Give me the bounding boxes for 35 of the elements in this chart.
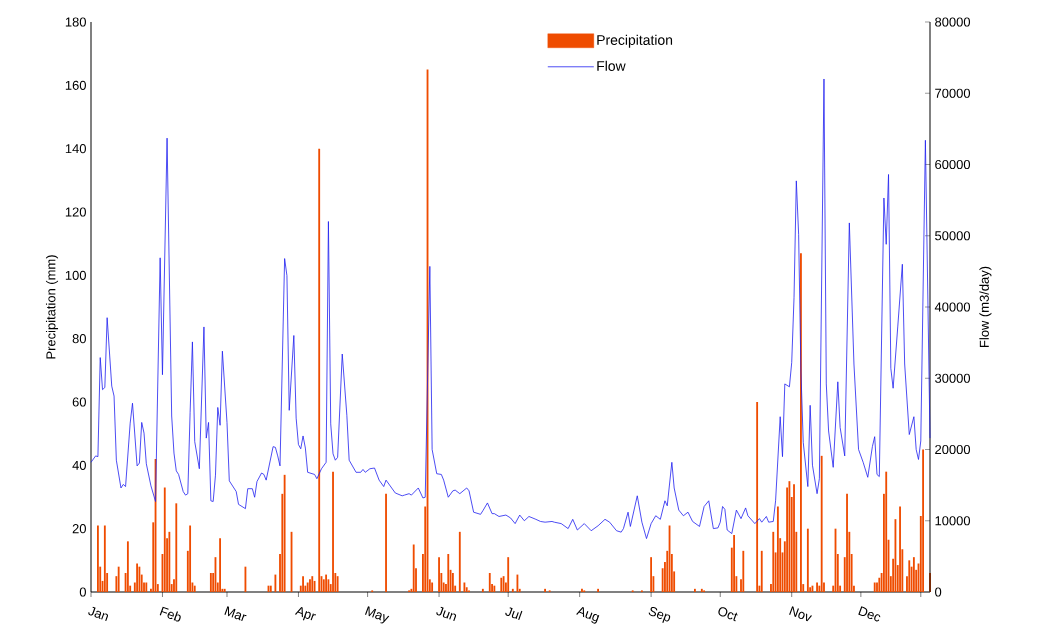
x-tick-label: Jan [88,606,109,622]
y2-axis-title: Flow (m3/day) [979,266,992,347]
x-tick-label: Nov [789,606,813,622]
x-tick-label: Oct [718,607,738,622]
y-tick-label: 100 [65,270,86,280]
legend-label: Precipitation [597,34,673,48]
y2-tick-label: 70000 [935,88,971,98]
y-tick-label: 160 [65,80,86,90]
y-tick-label: 80 [72,334,86,344]
y-tick-label: 20 [72,524,86,534]
x-tick-label: Apr [294,607,316,621]
legend-label: Flow [597,60,626,72]
x-tick-label: Sep [648,606,671,623]
y-tick-label: 180 [65,17,86,27]
y-tick-label: 0 [79,587,86,597]
y2-tick-label: 50000 [935,231,971,241]
y-tick-label: 140 [65,144,86,154]
x-tick-label: Aug [576,607,600,624]
y2-tick-label: 80000 [935,17,971,27]
y2-tick-label: 60000 [935,159,971,170]
y2-tick-label: 10000 [935,516,971,526]
y-axis-title: Precipitation (mm) [45,255,59,359]
y-tick-label: 120 [65,207,86,217]
x-tick-label: Dec [858,606,881,622]
y-tick-label: 40 [72,460,86,470]
x-tick-label: Feb [159,606,181,622]
x-tick-label: Jul [505,607,523,621]
y2-tick-label: 30000 [935,373,971,383]
y2-tick-label: 0 [935,587,942,597]
y2-tick-label: 20000 [935,444,971,455]
x-tick-label: Jun [436,606,457,622]
y-tick-label: 60 [72,397,86,407]
y2-tick-label: 40000 [934,302,971,312]
x-tick-label: May [365,606,390,624]
x-tick-label: Mar [224,606,247,622]
